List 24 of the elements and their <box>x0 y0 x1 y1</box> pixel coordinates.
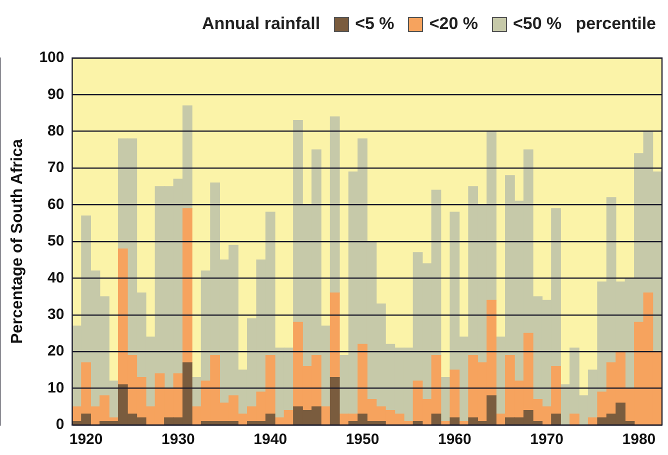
legend-title: Annual rainfall <box>202 14 320 34</box>
y-tick-label: 20 <box>48 342 64 360</box>
text: percentile <box>576 14 656 34</box>
y-tick-label: 80 <box>48 122 64 140</box>
x-tick-label: 1940 <box>254 431 288 448</box>
y-tick-label: 100 <box>39 49 64 66</box>
y-tick-label: 50 <box>48 232 64 250</box>
x-tick-label: 1950 <box>346 431 380 448</box>
y-tick-label: 30 <box>48 306 64 324</box>
y-tick-label: 70 <box>48 159 64 176</box>
x-tick-label: 1930 <box>162 431 195 448</box>
y-tick-label: 0 <box>56 416 64 434</box>
legend-label: <50 % <box>513 14 562 34</box>
x-tick-label: 1980 <box>622 431 656 448</box>
y-tick-label: 90 <box>48 86 64 103</box>
x-tick-label: 1920 <box>69 431 103 448</box>
legend-label: <20 % <box>429 14 478 34</box>
x-tick-label: 1970 <box>530 431 564 448</box>
x-tick-label: 1960 <box>438 431 472 448</box>
y-tick-label: 60 <box>48 196 64 213</box>
y-tick-label: 10 <box>48 379 64 396</box>
legend-label: <5 % <box>355 14 394 34</box>
y-tick-label: 40 <box>48 269 64 286</box>
y-axis-title: Percentage of South Africa <box>9 139 26 344</box>
